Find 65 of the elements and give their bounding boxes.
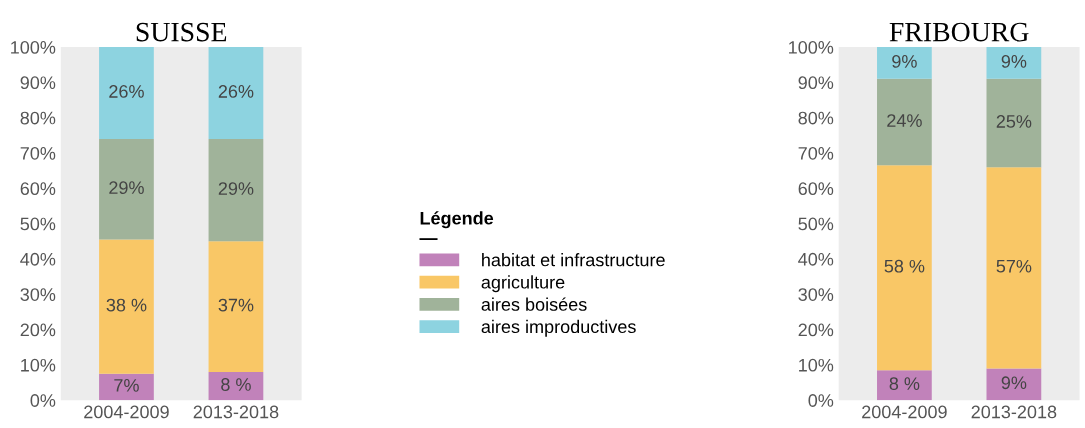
y-tick-label: 10%	[21, 358, 56, 372]
bar	[208, 371, 264, 401]
y-tick-label: 0%	[30, 394, 56, 407]
y-tick-label: 70%	[20, 146, 56, 160]
data-label: 29%	[218, 182, 254, 195]
y-tick-label: 80%	[20, 111, 56, 125]
data-label: 37%	[218, 298, 254, 312]
x-tick-label: 2004-2009	[84, 405, 169, 419]
bar	[877, 47, 932, 79]
legend-title: Légende —	[419, 211, 494, 240]
chart-title: SUISSE	[136, 22, 227, 42]
bar	[986, 78, 1042, 168]
bar	[99, 373, 154, 401]
chart-title: FRIBOURG	[889, 22, 1029, 42]
y-tick-label: 60%	[20, 182, 56, 196]
data-label: 58 %	[884, 259, 925, 273]
bar	[877, 165, 932, 371]
data-label: 26%	[218, 85, 254, 98]
data-label: 9%	[892, 55, 917, 68]
y-tick-label: 40%	[20, 252, 56, 266]
data-label: 9%	[1001, 376, 1027, 390]
legend-label: aires boisées	[481, 297, 587, 311]
data-label: 24%	[887, 114, 922, 127]
bar	[877, 78, 932, 166]
y-tick-label: 20%	[798, 323, 834, 337]
y-tick-label: 100%	[789, 41, 834, 54]
data-label: 25%	[996, 115, 1032, 128]
bar	[99, 239, 154, 374]
y-tick-label: 40%	[798, 252, 834, 266]
y-tick-label: 90%	[798, 76, 834, 90]
bar	[986, 368, 1042, 401]
y-tick-label: 30%	[20, 288, 56, 301]
data-label: 9%	[1001, 55, 1027, 68]
x-tick-label: 2004-2009	[862, 405, 947, 419]
bar	[208, 47, 264, 139]
y-tick-label: 10%	[799, 358, 834, 372]
bar	[877, 370, 932, 401]
y-tick-label: 70%	[798, 146, 834, 160]
bar	[99, 47, 154, 139]
y-tick-label: 90%	[20, 76, 56, 90]
bar	[99, 138, 154, 240]
y-tick-label: 100%	[11, 41, 56, 54]
data-label: 7%	[114, 379, 139, 392]
data-label: 26%	[109, 85, 144, 98]
y-tick-label: 30%	[798, 288, 834, 301]
y-tick-label: 60%	[798, 182, 834, 196]
data-label: 8 %	[221, 378, 251, 391]
y-tick-label: 50%	[20, 217, 56, 231]
bar	[986, 47, 1042, 79]
y-tick-label: 50%	[798, 217, 834, 231]
bar	[208, 138, 264, 242]
x-tick-label: 2013-2018	[971, 405, 1057, 419]
legend-label: habitat et infrastructure	[482, 253, 665, 267]
data-label: 38 %	[106, 298, 147, 312]
y-tick-label: 0%	[808, 394, 834, 407]
data-label: 8 %	[889, 377, 920, 391]
y-tick-label: 20%	[20, 323, 56, 337]
data-label: 29%	[109, 181, 144, 195]
bar	[208, 241, 264, 372]
legend-label: aires improductives	[481, 319, 636, 337]
x-tick-label: 2013-2018	[193, 405, 279, 419]
data-label: 57%	[996, 259, 1032, 273]
legend-label: agriculture	[481, 275, 565, 293]
bar	[986, 167, 1042, 369]
y-tick-label: 80%	[798, 111, 834, 125]
